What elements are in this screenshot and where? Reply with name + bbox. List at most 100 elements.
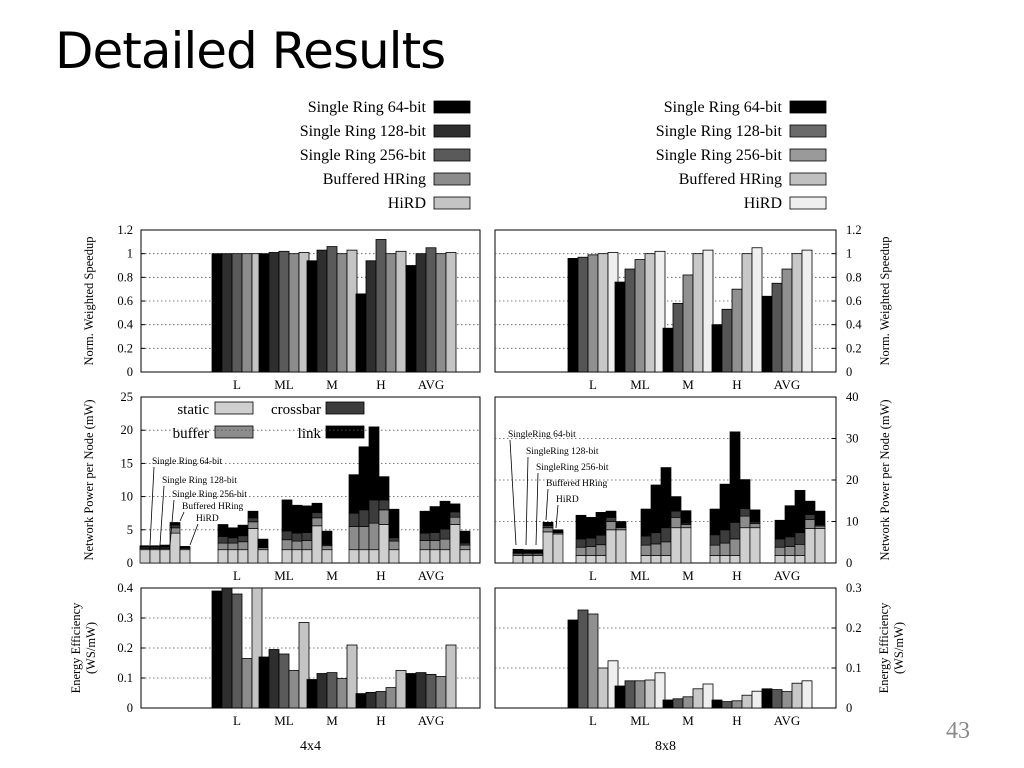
bar	[241, 658, 253, 709]
y-tick-label: 20	[121, 423, 134, 437]
stack-segment	[585, 546, 597, 556]
stack-segment	[542, 527, 554, 533]
y-tick-label: 0.6	[846, 294, 862, 308]
stack-segment	[595, 544, 607, 556]
stack-segment	[439, 538, 451, 551]
bar	[741, 694, 753, 709]
x-tick-label: M	[326, 713, 338, 728]
stack-segment	[388, 540, 400, 551]
bar	[711, 699, 723, 709]
bar	[654, 672, 666, 709]
x-tick-label: AVG	[774, 377, 801, 392]
stack-segment	[522, 555, 534, 564]
x-tick-label: H	[376, 568, 385, 583]
bar	[405, 673, 417, 709]
bar	[801, 249, 813, 373]
page-number: 43	[946, 718, 970, 744]
stack-segment	[512, 548, 524, 553]
stack-segment	[159, 549, 171, 564]
bar	[597, 253, 609, 373]
stack-segment	[449, 503, 461, 513]
stack-segment	[247, 528, 259, 564]
stack-segment	[595, 555, 607, 564]
stack-segment	[227, 542, 239, 551]
stack-segment	[237, 541, 249, 551]
stack-segment	[804, 519, 816, 529]
stack-segment	[729, 431, 741, 523]
bar	[336, 253, 348, 373]
x-tick-label: ML	[274, 568, 294, 583]
bar	[624, 680, 636, 709]
stack-segment	[660, 527, 672, 543]
stack-segment	[301, 540, 313, 551]
annotation-pointer	[179, 511, 185, 522]
bar	[375, 691, 387, 709]
legend-left-label: Single Ring 64-bit	[308, 99, 427, 116]
bar	[298, 622, 310, 709]
x-tick-label: H	[732, 568, 741, 583]
legend-right-label: Single Ring 64-bit	[664, 99, 783, 116]
bar	[702, 683, 714, 709]
stack-segment	[585, 555, 597, 564]
stack-segment	[605, 529, 617, 564]
bar	[258, 253, 270, 373]
stack-segment	[660, 467, 672, 529]
y-tick-label: 0.8	[846, 270, 862, 284]
stack-segment	[388, 508, 400, 539]
x-tick-label: ML	[630, 377, 650, 392]
bar	[791, 682, 803, 709]
stack-segment	[281, 530, 293, 541]
bar	[445, 644, 457, 709]
legend-left-swatch	[433, 124, 471, 138]
stack-segment	[449, 511, 461, 518]
y-tick-label: 0	[846, 365, 852, 379]
stack-segment	[388, 549, 400, 564]
stack-segment	[149, 549, 161, 564]
bar	[365, 692, 377, 709]
stack-segment	[585, 516, 597, 539]
bar	[781, 268, 793, 373]
stack-segment	[358, 446, 370, 511]
bar	[672, 302, 684, 373]
legend-right-swatch	[789, 148, 827, 162]
slide-title: Detailed Results	[55, 22, 446, 80]
y-axis-label: Norm. Weighted Speedup	[878, 237, 892, 366]
stack-segment	[257, 549, 269, 564]
stack-segment	[575, 555, 587, 564]
y-tick-label: 0.4	[846, 318, 862, 332]
stack-segment	[237, 549, 249, 564]
stack-segment	[237, 524, 249, 537]
x-tick-label: H	[376, 377, 385, 392]
legend-right-swatch	[789, 100, 827, 114]
x-tick-label: ML	[630, 713, 650, 728]
stack-segment	[719, 529, 731, 544]
bar	[211, 590, 223, 709]
bar	[435, 253, 447, 373]
bar	[435, 676, 447, 709]
stack-segment	[650, 532, 662, 545]
bar	[355, 693, 367, 709]
bar	[445, 252, 457, 373]
stack-segment	[439, 528, 451, 540]
stack-segment	[301, 549, 313, 564]
bar	[346, 249, 358, 373]
bar	[634, 259, 646, 373]
annotation-pointer	[159, 485, 165, 546]
stack-segment	[247, 521, 259, 529]
y-tick-label: 0.6	[117, 294, 133, 308]
stack-segment	[321, 530, 333, 545]
stack-segment	[522, 549, 534, 553]
stack-segment	[439, 549, 451, 564]
y-axis-label: Network Power per Node (mW)	[82, 399, 96, 560]
stack-segment	[709, 555, 721, 564]
stack-segment	[532, 549, 544, 553]
stack-segment	[348, 549, 360, 564]
stack-segment	[585, 537, 597, 547]
stack-segment	[159, 544, 171, 548]
legend-left-swatch	[433, 172, 471, 186]
bar	[692, 688, 704, 709]
y-tick-label: 30	[846, 432, 859, 446]
x-tick-label: M	[326, 377, 338, 392]
stack-segment	[217, 549, 229, 564]
bar	[385, 687, 397, 709]
